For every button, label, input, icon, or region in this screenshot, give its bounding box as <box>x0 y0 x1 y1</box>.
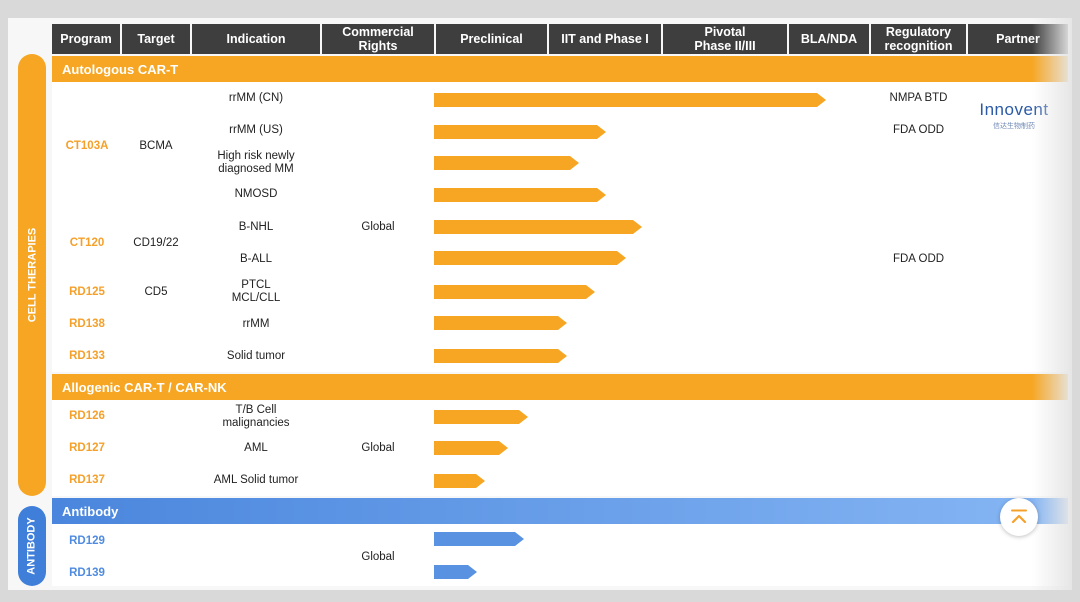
progress-bar-rd129 <box>434 532 524 546</box>
indication-rrmm: rrMM <box>242 317 270 330</box>
program-rd129: RD129 <box>69 535 105 547</box>
header-indication: Indication <box>192 24 320 54</box>
indication-aml: AML <box>244 441 268 454</box>
progress-bar-high-risk <box>434 156 579 170</box>
target-ct103a: BCMA <box>139 139 173 152</box>
progress-bar-tb-cell <box>434 410 528 424</box>
program-rd126: RD126 <box>69 410 105 422</box>
progress-bar-rrmm <box>434 316 567 330</box>
indication-high-risk: High risk newly diagnosed MM <box>217 150 295 175</box>
header-commercial-rights: Commercial Rights <box>322 24 434 54</box>
partner-subtitle: 信达生物制药 <box>993 123 1035 130</box>
pipeline-slide: Program Target Indication Commercial Rig… <box>8 18 1072 590</box>
program-rd137: RD137 <box>69 474 105 486</box>
indication-rrmm-us: rrMM (US) <box>229 123 283 136</box>
program-ct120: CT120 <box>69 237 105 249</box>
indication-nmosd: NMOSD <box>234 187 278 200</box>
regulatory-rrmm-cn: NMPA BTD <box>889 91 948 104</box>
section-antibody: Antibody <box>52 498 1068 524</box>
indication-aml-solid: AML Solid tumor <box>213 473 299 486</box>
scroll-to-top-button[interactable] <box>1000 498 1038 536</box>
indication-ball: B-ALL <box>240 252 272 265</box>
double-chevron-up-icon <box>1011 509 1027 524</box>
header-pivotal: Pivotal Phase II/III <box>663 24 787 54</box>
program-rd138: RD138 <box>69 318 105 330</box>
program-rd125: RD125 <box>69 286 105 298</box>
header-preclinical: Preclinical <box>436 24 547 54</box>
right-shade <box>1032 18 1072 590</box>
progress-bar-aml-solid <box>434 474 485 488</box>
target-rd125: CD5 <box>144 285 168 298</box>
indication-ptcl: PTCL MCL/CLL <box>231 279 281 304</box>
progress-bar-ptcl <box>434 285 595 299</box>
program-ct103a: CT103A <box>65 140 109 152</box>
allogenic-area <box>52 400 1068 496</box>
progress-bar-aml <box>434 441 508 455</box>
header-program: Program <box>52 24 120 54</box>
progress-bar-rrmm-cn <box>434 93 826 107</box>
cell-therapies-side-label: CELL THERAPIES <box>18 54 46 496</box>
indication-rrmm-cn: rrMM (CN) <box>228 91 284 104</box>
regulatory-ball: FDA ODD <box>892 252 945 265</box>
progress-bar-bnhl <box>434 220 642 234</box>
target-ct120: CD19/22 <box>133 236 179 249</box>
progress-bar-ball <box>434 251 626 265</box>
commercial-antibody: Global <box>361 550 395 563</box>
program-rd133: RD133 <box>69 350 105 362</box>
indication-bnhl: B-NHL <box>238 220 274 233</box>
indication-tb-cell: T/B Cell malignancies <box>222 404 290 429</box>
header-iit-phase1: IIT and Phase I <box>549 24 661 54</box>
section-autologous: Autologous CAR-T <box>52 56 1068 82</box>
program-rd139: RD139 <box>69 567 105 579</box>
commercial-autologous: Global <box>361 220 395 233</box>
section-allogenic: Allogenic CAR-T / CAR-NK <box>52 374 1068 400</box>
partner-name: Innovent <box>979 100 1049 119</box>
indication-solid-tumor: Solid tumor <box>226 349 286 362</box>
header-regulatory: Regulatory recognition <box>871 24 966 54</box>
progress-bar-solid-tumor <box>434 349 567 363</box>
progress-bar-rrmm-us <box>434 125 606 139</box>
progress-bar-nmosd <box>434 188 606 202</box>
antibody-side-label: ANTIBODY <box>18 506 46 586</box>
header-target: Target <box>122 24 190 54</box>
commercial-allogenic: Global <box>361 441 395 454</box>
regulatory-rrmm-us: FDA ODD <box>892 123 945 136</box>
header-bla-nda: BLA/NDA <box>789 24 869 54</box>
antibody-area <box>52 524 1068 586</box>
progress-bar-rd139 <box>434 565 477 579</box>
program-rd127: RD127 <box>69 442 105 454</box>
partner-logo: Innovent 信达生物制药 <box>970 100 1058 131</box>
